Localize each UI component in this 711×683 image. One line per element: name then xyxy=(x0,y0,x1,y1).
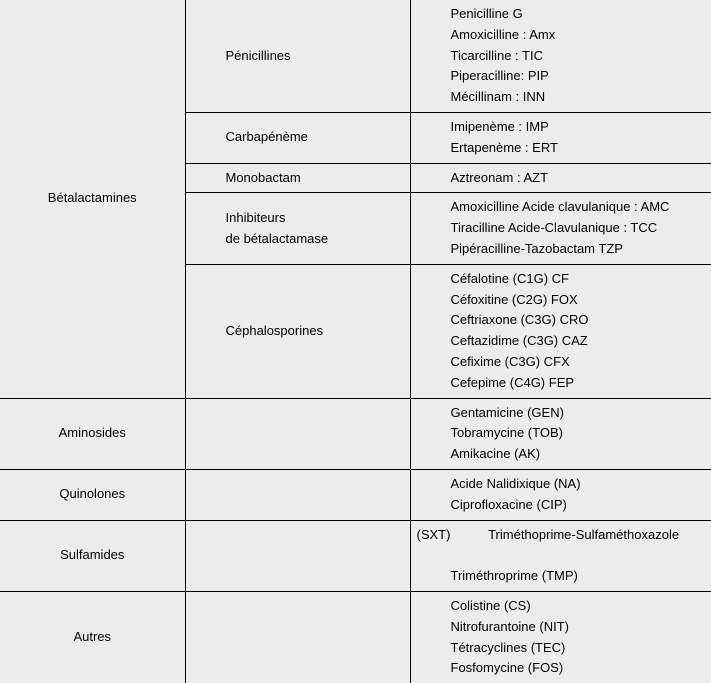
subgroup-cephalosporines: Céphalosporines xyxy=(185,264,410,398)
list-penicillines: Penicilline G Amoxicilline : Amx Ticarci… xyxy=(410,0,711,112)
item: Piperacilline: PIP xyxy=(451,66,704,87)
item: Amoxicilline Acide clavulanique : AMC xyxy=(451,197,704,218)
item: Cefixime (C3G) CFX xyxy=(451,352,704,373)
list-carbapeneme: Imipenème : IMP Ertapenème : ERT xyxy=(410,112,711,163)
subgroup-carbapeneme: Carbapénème xyxy=(185,112,410,163)
list-quinolones: Acide Nalidixique (NA) Ciprofloxacine (C… xyxy=(410,469,711,520)
item: Imipenème : IMP xyxy=(451,117,704,138)
item: Ciprofloxacine (CIP) xyxy=(451,495,704,516)
subgroup-empty xyxy=(185,520,410,591)
list-autres: Colistine (CS) Nitrofurantoine (NIT) Tét… xyxy=(410,591,711,683)
item: Gentamicine (GEN) xyxy=(451,403,704,424)
class-autres: Autres xyxy=(0,591,185,683)
item: Triméthoprime-Sulfaméthoxazole xyxy=(488,527,679,542)
item: Acide Nalidixique (NA) xyxy=(451,474,704,495)
item: Fosfomycine (FOS) xyxy=(451,658,704,679)
item: Triméthroprime (TMP) xyxy=(451,566,704,587)
item: Ticarcilline : TIC xyxy=(451,46,704,67)
subgroup-empty xyxy=(185,469,410,520)
list-sulfamides: (SXT) Triméthoprime-Sulfaméthoxazole Tri… xyxy=(410,520,711,591)
item: Ceftazidime (C3G) CAZ xyxy=(451,331,704,352)
subgroup-label-line2: de bétalactamase xyxy=(226,229,402,250)
item: Céfalotine (C1G) CF xyxy=(451,269,704,290)
item: Tiracilline Acide-Clavulanique : TCC xyxy=(451,218,704,239)
item: Mécillinam : INN xyxy=(451,87,704,108)
blank-line xyxy=(417,545,704,566)
subgroup-label-line1: Inhibiteurs xyxy=(226,208,402,229)
item: Ceftriaxone (C3G) CRO xyxy=(451,310,704,331)
subgroup-monobactam: Monobactam xyxy=(185,163,410,193)
item: Amoxicilline : Amx xyxy=(451,25,704,46)
subgroup-empty xyxy=(185,591,410,683)
class-aminosides: Aminosides xyxy=(0,398,185,469)
list-inhibiteurs: Amoxicilline Acide clavulanique : AMC Ti… xyxy=(410,193,711,264)
item: Céfoxitine (C2G) FOX xyxy=(451,290,704,311)
item: Pipéracilline-Tazobactam TZP xyxy=(451,239,704,260)
item: Aztreonam : AZT xyxy=(451,168,704,189)
class-betalactamines: Bétalactamines xyxy=(0,0,185,398)
subgroup-empty xyxy=(185,398,410,469)
item: Nitrofurantoine (NIT) xyxy=(451,617,704,638)
item: Amikacine (AK) xyxy=(451,444,704,465)
subgroup-inhibiteurs: Inhibiteurs de bétalactamase xyxy=(185,193,410,264)
list-monobactam: Aztreonam : AZT xyxy=(410,163,711,193)
sxt-line: (SXT) Triméthoprime-Sulfaméthoxazole xyxy=(417,525,704,546)
list-cephalosporines: Céfalotine (C1G) CF Céfoxitine (C2G) FOX… xyxy=(410,264,711,398)
item: Tétracyclines (TEC) xyxy=(451,638,704,659)
item: Ertapenème : ERT xyxy=(451,138,704,159)
class-sulfamides: Sulfamides xyxy=(0,520,185,591)
item: Tobramycine (TOB) xyxy=(451,423,704,444)
class-quinolones: Quinolones xyxy=(0,469,185,520)
sxt-prefix: (SXT) xyxy=(417,527,451,542)
antibiotics-table: Bétalactamines Pénicillines Penicilline … xyxy=(0,0,711,683)
item: Penicilline G xyxy=(451,4,704,25)
item: Cefepime (C4G) FEP xyxy=(451,373,704,394)
subgroup-penicillines: Pénicillines xyxy=(185,0,410,112)
list-aminosides: Gentamicine (GEN) Tobramycine (TOB) Amik… xyxy=(410,398,711,469)
